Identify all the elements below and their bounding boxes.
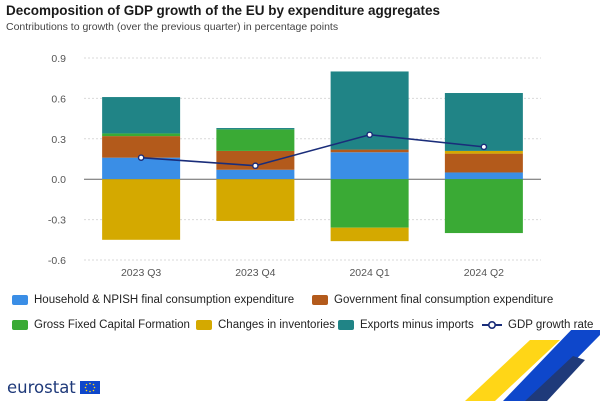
bar-segment bbox=[102, 133, 181, 137]
gdp-growth-line bbox=[141, 133, 484, 167]
bar-segment bbox=[444, 150, 523, 154]
bar-segment bbox=[216, 179, 295, 221]
bar-segment bbox=[216, 129, 295, 151]
eurostat-logo: eurostat bbox=[7, 378, 100, 397]
x-tick-label: 2023 Q3 bbox=[121, 267, 161, 279]
bar-segment bbox=[444, 93, 523, 151]
decorative-stripes bbox=[465, 330, 600, 401]
legend-label-household: Household & NPISH final consumption expe… bbox=[34, 294, 295, 306]
legend-label-exports: Exports minus imports bbox=[360, 319, 474, 331]
legend-label-gdp: GDP growth rate bbox=[508, 319, 594, 331]
bar-segment bbox=[330, 149, 409, 153]
bar-segment bbox=[330, 179, 409, 228]
legend-label-gfcf: Gross Fixed Capital Formation bbox=[34, 319, 190, 331]
bar-segment bbox=[216, 169, 295, 180]
legend-swatch-government bbox=[312, 295, 328, 305]
gdp-point bbox=[480, 143, 488, 151]
legend-item-gfcf[interactable]: Gross Fixed Capital Formation bbox=[12, 319, 190, 331]
bar-segment bbox=[330, 227, 409, 242]
y-tick-label: 0.3 bbox=[51, 134, 66, 146]
y-tick-label: -0.6 bbox=[48, 255, 66, 267]
legend-swatch-gfcf bbox=[12, 320, 28, 330]
y-tick-label: 0.0 bbox=[51, 174, 66, 186]
y-tick-label: 0.9 bbox=[51, 53, 66, 65]
bar-segment bbox=[444, 153, 523, 173]
y-tick-label: -0.3 bbox=[48, 215, 66, 227]
brand-name: eurostat bbox=[7, 378, 76, 397]
bar-segment bbox=[216, 128, 295, 130]
legend-swatch-inventories bbox=[196, 320, 212, 330]
gdp-point bbox=[252, 162, 259, 170]
bar-segment bbox=[102, 136, 181, 158]
eu-flag-icon bbox=[79, 381, 100, 394]
chart-plot: 0.9 0.6 0.3 0.0 -0.3 -0.6 2023 Q3 2023 Q4 2024 Q… bbox=[48, 53, 541, 279]
chart-title: Decomposition of GDP growth of the EU by… bbox=[6, 3, 441, 18]
legend-item-gdp[interactable]: GDP growth rate bbox=[482, 319, 593, 331]
chart-subtitle: Contributions to growth (over the previo… bbox=[6, 21, 339, 33]
y-tick-label: 0.6 bbox=[51, 93, 66, 105]
legend-item-inventories[interactable]: Changes in inventories bbox=[196, 319, 335, 331]
bar-segment bbox=[102, 157, 181, 180]
legend-label-government: Government final consumption expenditure bbox=[334, 294, 554, 306]
x-tick-label: 2024 Q1 bbox=[349, 267, 389, 279]
legend-swatch-household bbox=[12, 295, 28, 305]
legend-label-inventories: Changes in inventories bbox=[218, 319, 335, 331]
x-tick-label: 2024 Q2 bbox=[464, 267, 504, 279]
bar-segment bbox=[102, 179, 181, 240]
bar-segment bbox=[102, 97, 181, 134]
bar-segment bbox=[330, 152, 409, 180]
x-tick-label: 2023 Q4 bbox=[235, 267, 275, 279]
legend-item-government[interactable]: Government final consumption expenditure bbox=[312, 294, 553, 306]
gdp-point bbox=[366, 131, 373, 139]
bar-segment bbox=[444, 172, 523, 180]
legend-swatch-gdp bbox=[482, 320, 502, 330]
legend-swatch-exports bbox=[338, 320, 354, 330]
bar-segment bbox=[444, 179, 523, 234]
legend-item-exports[interactable]: Exports minus imports bbox=[338, 319, 474, 331]
legend-item-household[interactable]: Household & NPISH final consumption expe… bbox=[12, 294, 294, 306]
gdp-point bbox=[137, 154, 145, 161]
